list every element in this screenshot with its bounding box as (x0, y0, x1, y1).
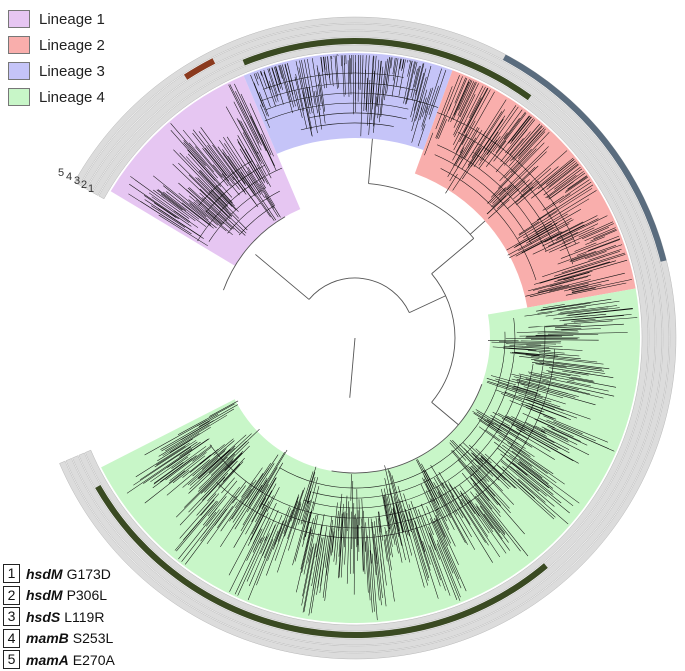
mutation-3-gene: hsdS (26, 608, 61, 625)
lineage-4-swatch (8, 88, 30, 106)
lineage-1-label: Lineage 1 (39, 10, 105, 28)
mutation-4-gene: mamB (26, 630, 69, 646)
mutation-rings (59, 16, 677, 660)
leaf-cluster-4 (126, 298, 638, 621)
lineage-234-spoke (409, 295, 446, 314)
lineage-2-spoke (469, 220, 486, 235)
leaf-cluster-3 (424, 74, 632, 298)
mutation-2-number: 2 (3, 585, 20, 605)
leaf-cluster-1 (128, 83, 283, 247)
lineage-2-swatch (8, 36, 30, 54)
mutation-2-change: P306L (66, 587, 108, 603)
mutation-4-change: S253L (72, 630, 114, 646)
lineage-3-swatch (8, 62, 30, 80)
backbone-lines (223, 138, 486, 474)
ring-label-3: 3 (74, 175, 80, 187)
root-arc (308, 277, 410, 313)
ring-4-brown (183, 58, 216, 80)
legend-item-lineage-4: Lineage 4 (8, 84, 105, 110)
mutation-1-gene: hsdM (26, 565, 63, 582)
mutation-2-gene: hsdM (26, 587, 63, 603)
mutation-3-number: 3 (3, 607, 20, 626)
lineage-2-wedge (414, 70, 636, 308)
lineage-23-arc (368, 183, 475, 239)
mutation-item-3: 3 hsdS L119R (3, 606, 115, 627)
mutation-1-change: G173D (66, 565, 111, 582)
lineage-4-wedge (101, 288, 641, 623)
ring-label-5: 5 (58, 167, 64, 179)
lineage-4-label: Lineage 4 (39, 88, 105, 106)
lineage-1-spoke (255, 254, 310, 300)
legend-item-lineage-3: Lineage 3 (8, 58, 105, 84)
leaf-cluster-2 (250, 54, 447, 147)
lineage-4-arc (331, 384, 483, 474)
mutation-5-change: E270A (72, 651, 115, 668)
lineage-2-label: Lineage 2 (39, 36, 105, 54)
lineage-1-arc (223, 216, 286, 291)
mutation-legend: 1 hsdM G173D 2 hsdM P306L 3 hsdS L119R 4… (3, 563, 115, 671)
mutation-4-number: 4 (3, 628, 20, 648)
lineage-4-spoke (431, 401, 459, 426)
lineage-234-arc (431, 273, 456, 403)
mutation-1-number: 1 (3, 564, 20, 583)
leaf-branches-4 (126, 298, 638, 621)
mutation-5-gene: mamA (26, 651, 69, 668)
mutation-5-number: 5 (3, 650, 20, 669)
leaf-branches-1 (128, 83, 283, 247)
mutation-item-5: 5 mamA E270A (3, 649, 115, 670)
mutation-item-2: 2 hsdM P306L (3, 585, 115, 606)
leaf-branches-2 (250, 54, 447, 147)
lineage-legend: Lineage 1 Lineage 2 Lineage 3 Lineage 4 (8, 6, 105, 110)
ring-3 (72, 30, 663, 646)
lineage-23-spoke (431, 238, 475, 275)
lineage-1-swatch (8, 10, 30, 28)
ring-2 (78, 37, 656, 639)
ring-4 (65, 23, 670, 653)
legend-item-lineage-1: Lineage 1 (8, 6, 105, 32)
ring-label-1: 1 (88, 183, 94, 195)
leaf-branches-3 (424, 74, 632, 298)
lineage-3-spoke (368, 138, 373, 184)
tree-backbone (223, 138, 486, 474)
ring-1 (84, 44, 649, 632)
legend-item-lineage-2: Lineage 2 (8, 32, 105, 58)
mutation-item-4: 4 mamB S253L (3, 628, 115, 649)
ring-label-4: 4 (66, 171, 72, 183)
mutation-item-1: 1 hsdM G173D (3, 563, 115, 584)
root-spoke (349, 337, 356, 398)
mutation-3-change: L119R (64, 608, 105, 625)
ring-label-2: 2 (81, 179, 87, 191)
tree-leaves (126, 54, 638, 621)
lineage-3-label: Lineage 3 (39, 62, 105, 80)
ring-number-labels: 5 4 3 2 1 (58, 167, 94, 195)
lineage-3-wedge (243, 53, 453, 154)
